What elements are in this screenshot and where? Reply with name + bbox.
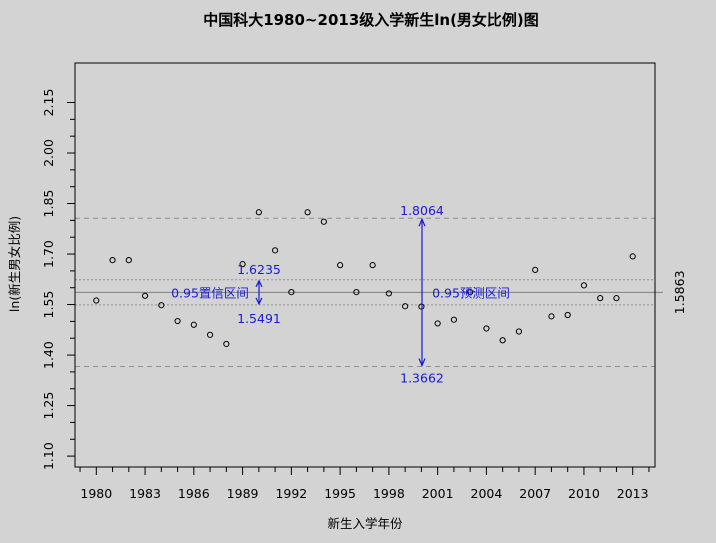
data-point xyxy=(515,328,523,335)
data-point xyxy=(288,288,295,296)
y-axis-label: ln(新生男女比例) xyxy=(7,216,22,312)
prediction-lower-label: 1.3662 xyxy=(400,370,444,385)
y-tick-label: 2.15 xyxy=(41,89,56,117)
y-tick-label: 2.00 xyxy=(41,139,56,167)
data-point xyxy=(337,262,344,269)
data-point xyxy=(255,209,262,216)
data-points xyxy=(93,209,636,348)
data-point xyxy=(532,266,539,273)
prediction-arrow-head-up xyxy=(418,217,426,227)
data-point xyxy=(613,295,620,302)
x-tick-label: 1992 xyxy=(275,486,307,501)
data-point xyxy=(467,288,474,296)
confidence-arrow-head-up xyxy=(255,279,263,288)
x-tick-label: 2004 xyxy=(471,486,503,501)
data-point xyxy=(125,257,132,264)
y-tick-label: 1.10 xyxy=(41,442,56,470)
y-tick-label: 1.70 xyxy=(41,240,56,268)
data-point xyxy=(629,253,636,260)
x-tick-label: 1998 xyxy=(373,486,405,501)
data-point xyxy=(158,302,165,309)
confidence-upper-label: 1.6235 xyxy=(237,262,281,277)
prediction-arrow-head-down xyxy=(418,358,426,367)
data-point xyxy=(369,262,376,269)
confidence-lower-label: 1.5491 xyxy=(237,311,281,326)
x-axis: 1980 1983 1986 1989 1992 1995 1998 2001 2004 2007… xyxy=(79,466,650,501)
data-point xyxy=(174,317,181,325)
y-tick-label: 1.55 xyxy=(41,291,56,319)
data-point xyxy=(402,303,409,310)
data-point xyxy=(450,316,457,323)
data-point xyxy=(304,209,311,216)
x-tick-label: 2007 xyxy=(519,486,551,501)
x-tick-label: 1983 xyxy=(129,486,161,501)
y-tick-label: 1.25 xyxy=(41,392,56,420)
x-tick-label: 1995 xyxy=(324,486,356,501)
x-tick-label: 2010 xyxy=(568,486,600,501)
x-tick-label: 1986 xyxy=(178,486,210,501)
y-axis: 1.10 1.25 1.40 1.55 1.70 1.85 2.00 2.15 xyxy=(41,89,76,470)
data-point xyxy=(190,321,197,328)
chart-title: 中国科大1980~2013级入学新生ln(男女比例)图 xyxy=(203,11,539,29)
data-point xyxy=(93,297,100,304)
x-tick-label: 1989 xyxy=(227,486,259,501)
data-point xyxy=(109,257,116,264)
data-point xyxy=(499,337,506,344)
data-point xyxy=(597,295,604,302)
data-point xyxy=(272,247,279,254)
data-point xyxy=(564,311,571,319)
x-axis-label: 新生入学年份 xyxy=(327,516,403,531)
data-point xyxy=(320,218,327,225)
data-point xyxy=(434,320,441,327)
x-tick-label: 2001 xyxy=(422,486,454,501)
data-point xyxy=(353,288,360,296)
plot-frame xyxy=(74,62,656,468)
mean-label: 1.5863 xyxy=(672,270,687,314)
data-point xyxy=(239,261,246,268)
data-point xyxy=(141,292,149,299)
data-point xyxy=(548,313,555,320)
x-tick-label: 2013 xyxy=(617,486,649,501)
prediction-upper-label: 1.8064 xyxy=(400,203,444,218)
confidence-interval-label: 0.95置信区间 xyxy=(171,285,249,300)
data-point xyxy=(385,290,392,297)
data-point xyxy=(580,282,588,289)
data-point xyxy=(483,325,490,332)
data-point xyxy=(418,303,425,310)
data-point xyxy=(223,340,230,348)
confidence-arrow-head-down xyxy=(255,297,263,306)
reference-lines xyxy=(75,217,663,367)
x-tick-label: 1980 xyxy=(80,486,112,501)
data-point xyxy=(206,331,214,338)
y-tick-label: 1.40 xyxy=(41,341,56,369)
prediction-interval-label: 0.95预测区间 xyxy=(432,285,510,300)
annotations: 1.5863 1.6235 1.5491 0.95置信区间 1.8064 1.3662 0.… xyxy=(171,203,687,385)
y-tick-label: 1.85 xyxy=(41,190,56,218)
